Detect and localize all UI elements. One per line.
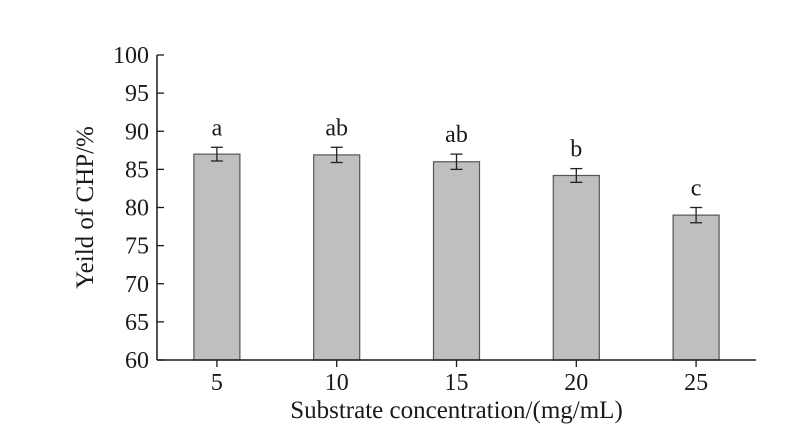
error-bar-5 — [210, 146, 223, 162]
x-ticks-group: 5 10 15 20 25 — [211, 360, 708, 396]
significance-label-20: b — [570, 137, 582, 163]
significance-labels-group: a ab ab b c — [212, 115, 702, 201]
y-axis-label: Yeild of CHP/% — [72, 126, 99, 289]
error-bars-group — [210, 146, 703, 224]
x-tick-label-25: 25 — [684, 370, 708, 396]
bar-5 — [193, 153, 241, 361]
error-bar-20 — [570, 167, 583, 183]
y-tick-label-65: 65 — [125, 310, 149, 336]
error-bar-15 — [450, 153, 463, 171]
x-tick-label-5: 5 — [211, 370, 223, 396]
bar-10 — [313, 154, 361, 361]
significance-label-5: a — [212, 115, 223, 141]
error-bar-25 — [690, 206, 703, 224]
significance-label-10: ab — [325, 115, 348, 141]
error-bar-10 — [330, 146, 343, 164]
y-tick-label-60: 60 — [125, 348, 149, 374]
significance-label-15: ab — [445, 122, 468, 148]
y-tick-label-95: 95 — [125, 81, 149, 107]
y-tick-label-70: 70 — [125, 272, 149, 298]
y-ticks-group: 60 65 70 75 80 85 90 95 100 — [113, 43, 164, 374]
y-tick-label-90: 90 — [125, 119, 149, 145]
significance-label-25: c — [691, 176, 702, 202]
x-axis-label: Substrate concentration/(mg/mL) — [290, 397, 623, 424]
x-tick-label-15: 15 — [445, 370, 469, 396]
y-tick-label-80: 80 — [125, 196, 149, 222]
y-tick-label-75: 75 — [125, 234, 149, 260]
y-tick-label-85: 85 — [125, 157, 149, 183]
bar-20 — [552, 174, 600, 361]
x-tick-label-20: 20 — [564, 370, 588, 396]
x-tick-label-10: 10 — [325, 370, 349, 396]
y-tick-label-100: 100 — [113, 43, 149, 69]
bars-group — [193, 153, 720, 361]
bar-25 — [672, 214, 720, 361]
bar-15 — [432, 161, 481, 361]
